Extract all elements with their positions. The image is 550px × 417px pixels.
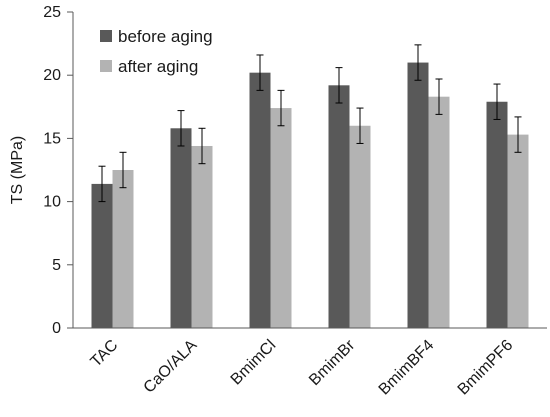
error-bar	[177, 110, 185, 147]
error-bar	[256, 54, 264, 91]
bar-before-aging	[249, 72, 271, 328]
error-bar	[119, 151, 127, 189]
bar-before-aging	[170, 128, 192, 328]
y-tick-label: 25	[43, 4, 61, 21]
legend-swatch	[100, 30, 112, 42]
y-tick-label: 5	[52, 257, 61, 274]
bar-before-aging	[91, 183, 113, 328]
legend-swatch	[100, 60, 112, 72]
bar-before-aging	[486, 101, 508, 328]
bar-after-aging	[112, 170, 134, 328]
bar-after-aging	[349, 125, 371, 328]
bar-after-aging	[191, 145, 213, 328]
error-bar	[414, 44, 422, 81]
x-category-label: TAC	[88, 337, 122, 371]
y-tick-label: 10	[43, 194, 61, 211]
bar-after-aging	[428, 96, 450, 328]
legend-label: after aging	[118, 57, 198, 76]
error-bars	[98, 44, 522, 203]
y-tick-label: 0	[52, 320, 61, 337]
bar-before-aging	[407, 62, 429, 329]
error-bar	[277, 89, 285, 127]
error-bar	[98, 165, 106, 203]
error-bar	[435, 78, 443, 115]
x-category-label: BmimBr	[306, 336, 359, 389]
x-axis-category-labels: TAC CaO/ALA BmimCl BmimBr BmimBF4 BmimPF6	[88, 336, 517, 398]
error-bar	[356, 107, 364, 144]
bar-after-aging	[507, 134, 529, 328]
bar-before-aging	[328, 85, 350, 328]
x-category-label: BmimBF4	[376, 337, 438, 399]
bars	[91, 62, 529, 329]
error-bar	[335, 67, 343, 104]
y-axis-ticks: 0 5 10 15 20 25	[43, 4, 73, 337]
legend: before aging after aging	[100, 27, 213, 76]
y-tick-label: 20	[43, 67, 61, 84]
y-tick-label: 15	[43, 130, 61, 147]
y-axis-title: TS (MPa)	[9, 136, 26, 204]
error-bar	[198, 127, 206, 165]
bar-after-aging	[270, 108, 292, 329]
x-category-label: BmimPF6	[455, 337, 517, 399]
x-category-label: BmimCl	[228, 337, 280, 389]
x-category-label: CaO/ALA	[141, 337, 201, 397]
error-bar	[493, 83, 501, 120]
error-bar	[514, 116, 522, 153]
legend-label: before aging	[118, 27, 213, 46]
